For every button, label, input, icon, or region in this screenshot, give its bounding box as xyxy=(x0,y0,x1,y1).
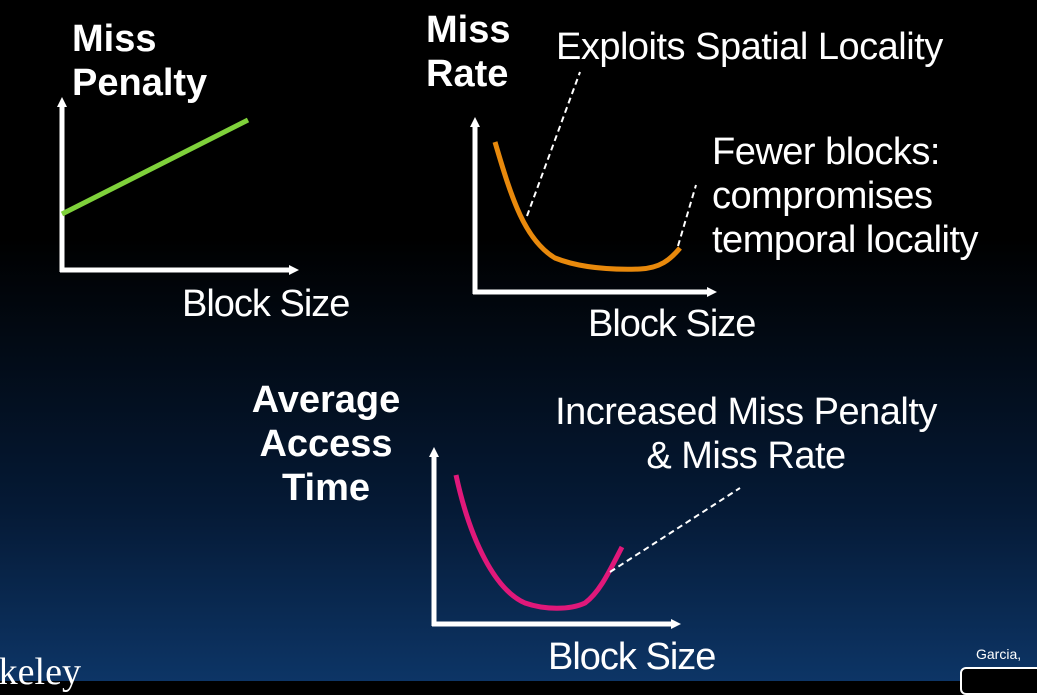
access-time-y-label-line1: Average xyxy=(251,379,401,421)
miss-penalty-graph xyxy=(57,97,299,275)
miss-rate-graph xyxy=(470,71,717,297)
spatial-locality-annotation: Exploits Spatial Locality xyxy=(556,26,943,68)
miss-penalty-x-label: Block Size xyxy=(182,283,350,325)
penalty-rate-annotation: Increased Miss Penalty & Miss Rate xyxy=(536,390,956,478)
berkeley-logo: rkeley xyxy=(0,651,81,693)
miss-penalty-y-label-line1: Miss xyxy=(72,18,157,60)
temporal-locality-line1: Fewer blocks: xyxy=(712,131,940,173)
author-credit: Garcia, xyxy=(976,646,1022,662)
spatial-locality-leader xyxy=(526,71,581,217)
miss-rate-y-label-line1: Miss xyxy=(426,9,511,51)
miss-penalty-y-label-line2: Penalty xyxy=(72,62,208,104)
access-time-curve xyxy=(453,474,625,611)
miss-penalty-curve xyxy=(60,117,250,217)
creative-commons-icon xyxy=(960,667,1037,695)
penalty-rate-line2: & Miss Rate xyxy=(646,435,846,477)
temporal-locality-leader xyxy=(677,184,697,247)
access-time-y-label-line3: Time xyxy=(281,467,370,509)
temporal-locality-line3: temporal locality xyxy=(712,219,979,261)
diagram-graphics xyxy=(57,71,741,629)
miss-rate-y-label-line2: Rate xyxy=(426,53,509,95)
access-time-graph xyxy=(429,447,741,629)
access-time-y-label-line2: Access xyxy=(259,423,393,465)
miss-rate-y-label: Miss Rate xyxy=(426,8,510,96)
access-time-y-label: Average Access Time xyxy=(236,378,416,510)
temporal-locality-annotation: Fewer blocks: compromises temporal local… xyxy=(712,130,979,262)
miss-rate-x-label: Block Size xyxy=(588,303,756,345)
penalty-rate-leader xyxy=(609,487,741,573)
temporal-locality-line2: compromises xyxy=(712,175,933,217)
miss-rate-curve xyxy=(492,141,682,272)
penalty-rate-line1: Increased Miss Penalty xyxy=(555,391,937,433)
access-time-x-label: Block Size xyxy=(548,636,716,678)
miss-penalty-y-label: Miss Penalty xyxy=(72,17,207,105)
